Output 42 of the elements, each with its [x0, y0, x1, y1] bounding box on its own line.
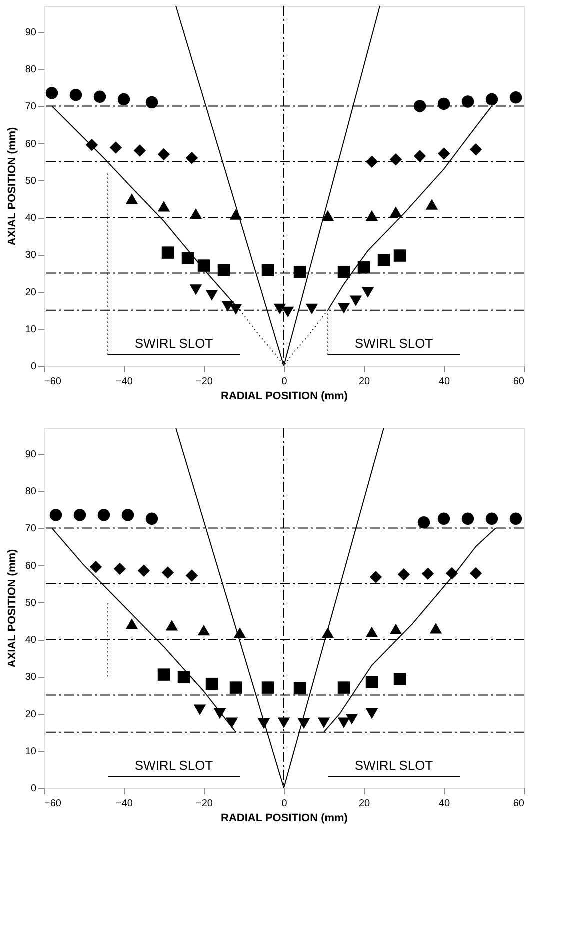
x-axis-title: RADIAL POSITION (mm) [221, 390, 348, 402]
y-tick-label: 10 [25, 746, 37, 758]
x-tick-label: 60 [513, 376, 525, 388]
y-tick-label: 40 [25, 635, 37, 646]
annotation: SWIRL SLOT [134, 758, 214, 773]
x-tick-label: −40 [116, 798, 134, 810]
x-tick-label: 40 [438, 376, 450, 388]
y-tick-label: 0 [30, 362, 37, 372]
y-tick-label: 30 [25, 672, 37, 684]
y-tick-label: 30 [25, 250, 37, 262]
y-tick-label: 40 [25, 213, 37, 224]
y-tick-label: 90 [25, 449, 37, 460]
x-tick-label: 60 [513, 798, 525, 810]
annotation: SWIRL SLOT [354, 336, 434, 351]
y-tick-label: 20 [25, 709, 37, 720]
y-tick-label: 70 [25, 524, 37, 535]
y-tick-label: 60 [25, 560, 37, 572]
annotation: SWIRL SLOT [354, 758, 434, 773]
x-tick-label: 0 [282, 798, 288, 810]
y-tick-label: 20 [25, 287, 37, 298]
annotation: SWIRL SLOT [134, 336, 214, 351]
y-tick-label: 70 [25, 102, 37, 113]
y-tick-label: 60 [25, 138, 37, 150]
x-tick-label: 0 [282, 376, 288, 388]
x-axis-title: RADIAL POSITION (mm) [221, 812, 348, 824]
x-tick-label: 20 [358, 376, 370, 388]
x-tick-label: −20 [196, 798, 214, 810]
x-tick-label: −20 [196, 376, 214, 388]
y-tick-label: 90 [25, 27, 37, 38]
x-tick-label: 20 [358, 798, 370, 810]
y-axis-title: AXIAL POSITION (mm) [6, 126, 18, 246]
y-tick-label: 10 [25, 324, 37, 336]
x-tick-label: −60 [44, 376, 62, 388]
y-tick-label: 50 [25, 176, 37, 187]
x-tick-label: 40 [438, 798, 450, 810]
y-tick-label: 80 [25, 64, 37, 76]
y-tick-label: 0 [30, 784, 37, 794]
y-tick-label: 80 [25, 486, 37, 498]
x-tick-label: −40 [116, 376, 134, 388]
y-tick-label: 50 [25, 598, 37, 609]
x-tick-label: −60 [44, 798, 62, 810]
y-axis-title: AXIAL POSITION (mm) [6, 548, 18, 668]
